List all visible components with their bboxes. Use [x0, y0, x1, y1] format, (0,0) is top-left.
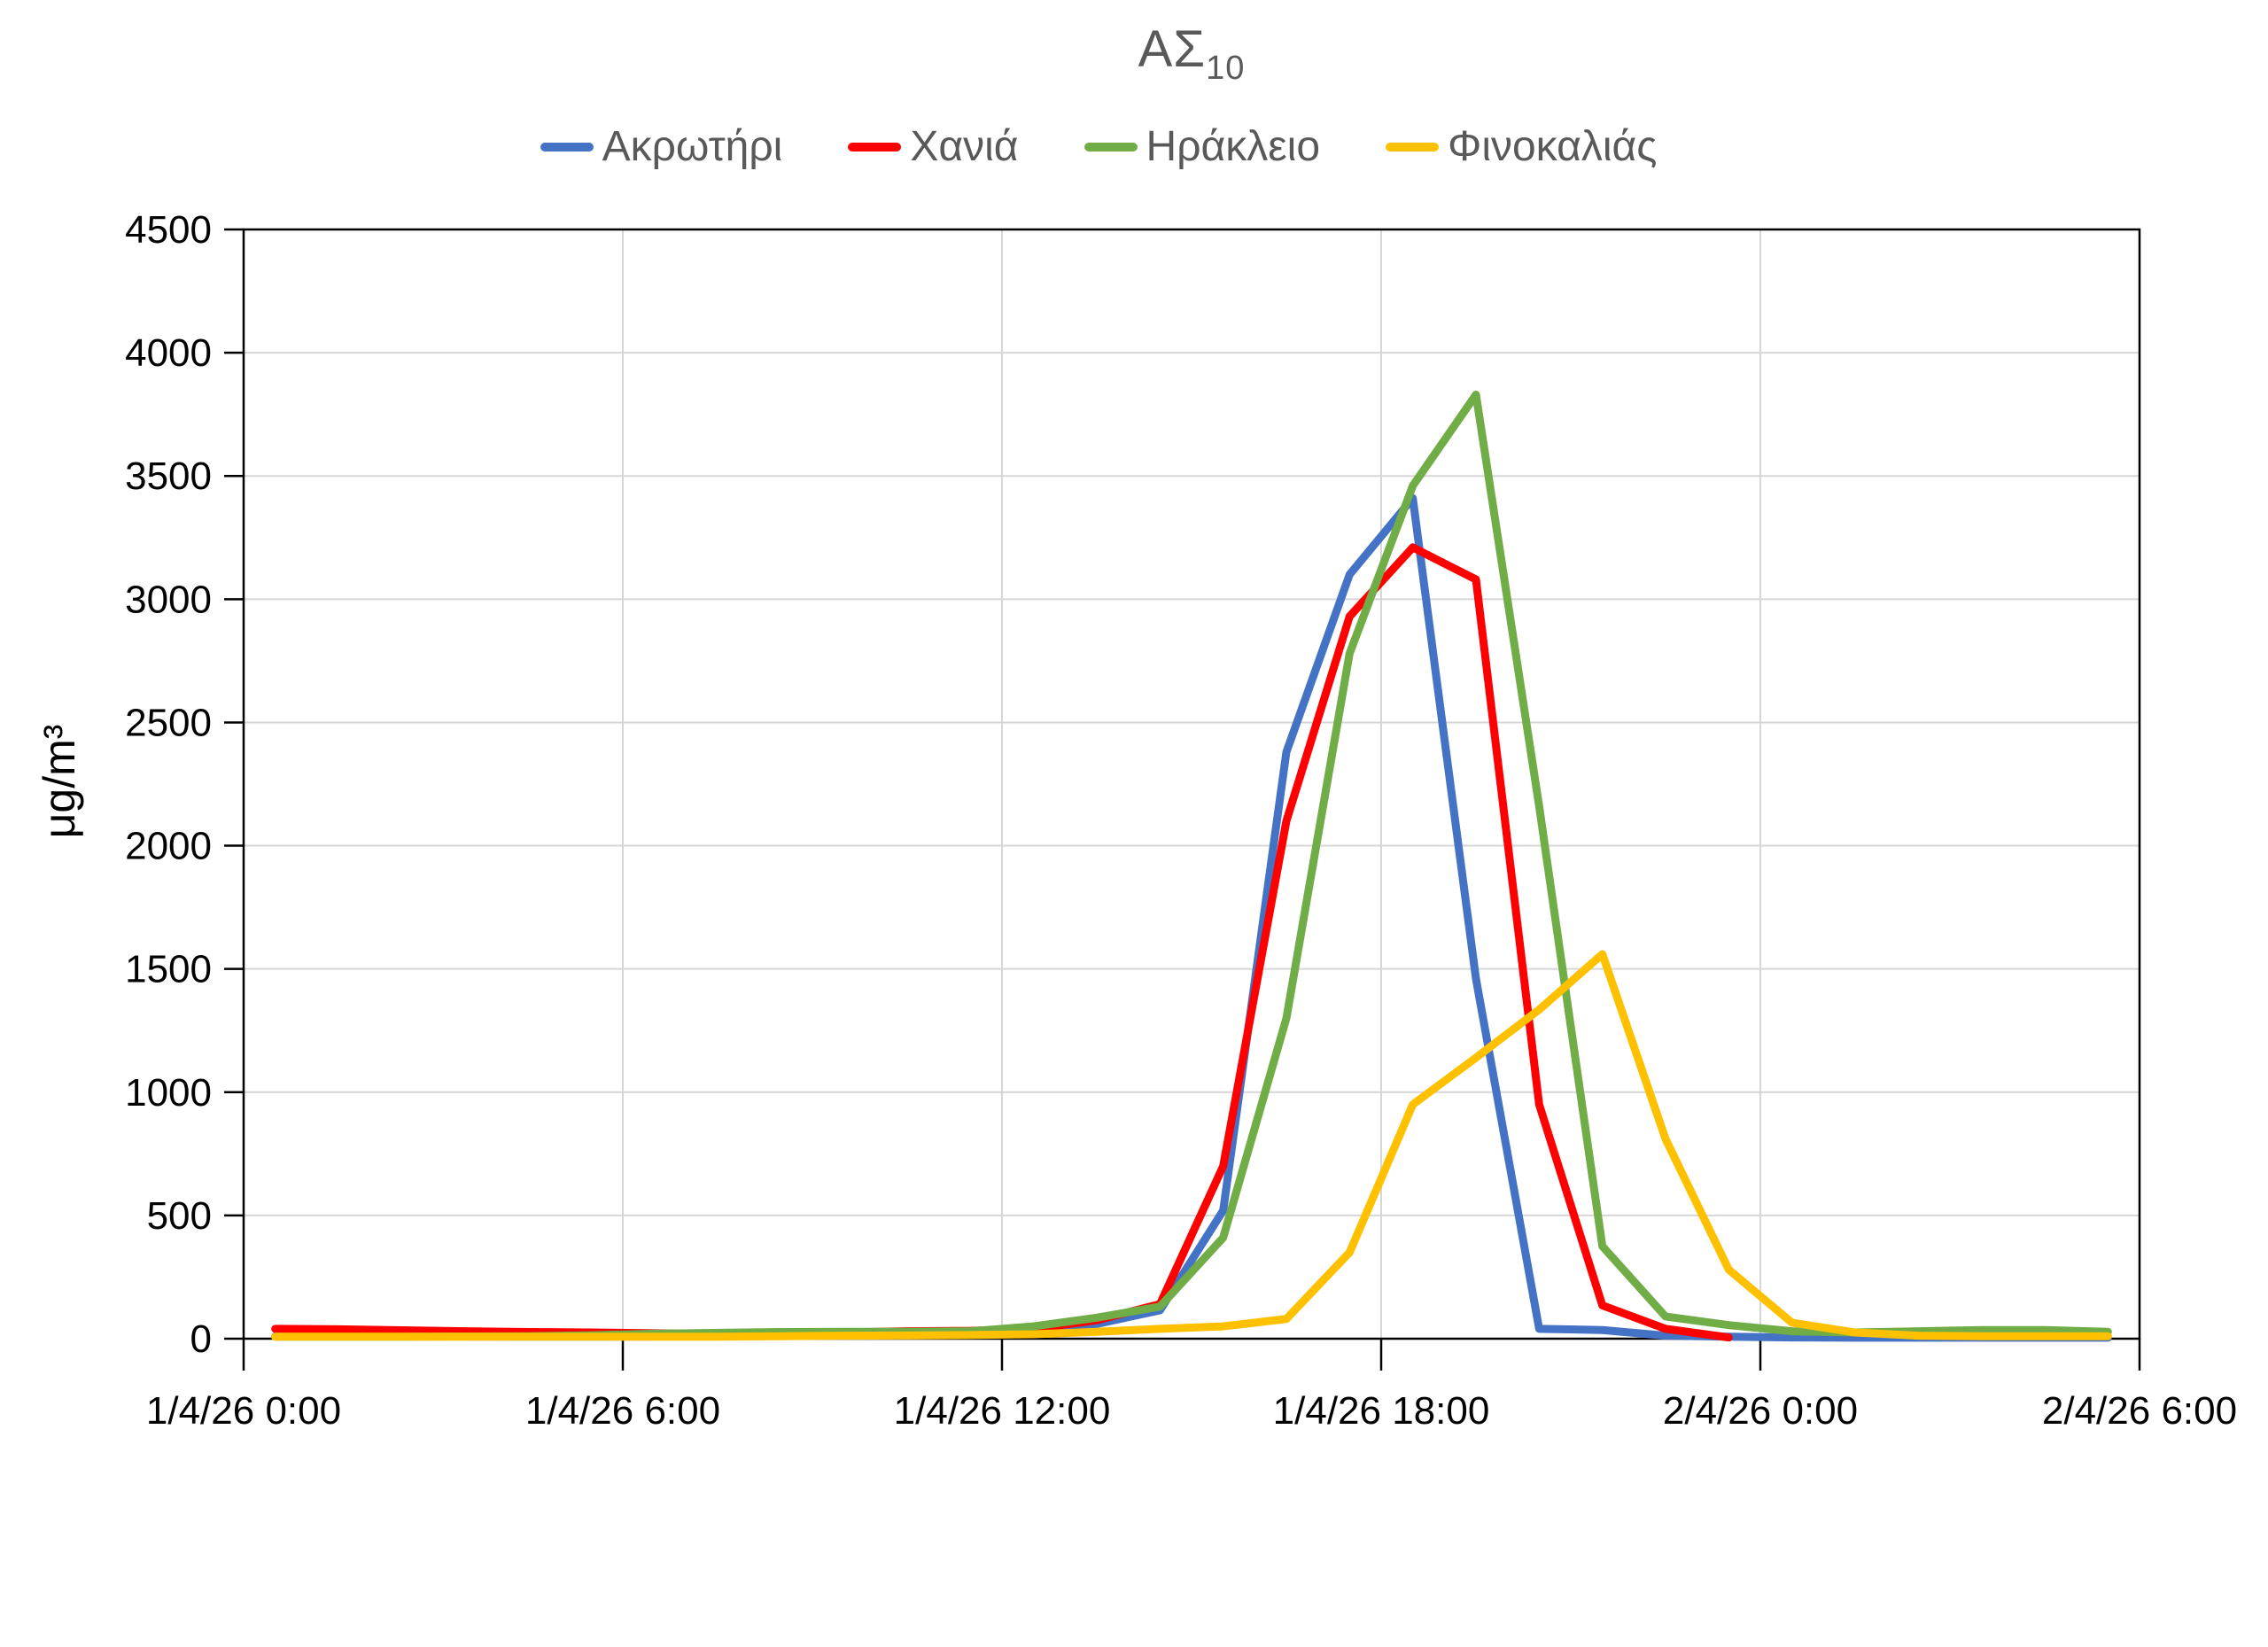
y-tick-label: 2500: [125, 701, 212, 744]
series-line-irakleio: [271, 390, 2112, 1341]
x-tick-label: 1/4/26 18:00: [1273, 1389, 1490, 1433]
legend-label-finokalias: Φινοκαλιάς: [1448, 123, 1658, 170]
legend-label-akrotiri: Ακρωτήρι: [602, 123, 783, 170]
x-tick-label: 1/4/26 0:00: [146, 1389, 341, 1433]
y-tick-label: 0: [190, 1317, 212, 1361]
x-tick-label: 2/4/26 0:00: [1663, 1389, 1858, 1433]
series-line-akrotiri: [271, 493, 2112, 1342]
x-tick-label: 2/4/26 6:00: [2042, 1389, 2237, 1433]
legend-item-irakleio: Ηράκλειο: [1084, 122, 1320, 171]
legend-swatch-irakleio: [1084, 142, 1138, 151]
y-tick-label: 3500: [125, 454, 212, 498]
legend-item-chania: Χανιά: [848, 122, 1019, 171]
y-tick-label: 4500: [125, 208, 212, 252]
y-tick-label: 3000: [125, 578, 212, 621]
legend-swatch-akrotiri: [540, 142, 594, 151]
y-tick-label: 1500: [125, 948, 212, 991]
chart-title-subscript: 10: [1206, 50, 1246, 87]
legend-label-irakleio: Ηράκλειο: [1146, 123, 1321, 170]
chart-title-main: ΑΣ: [1138, 20, 1207, 78]
chart-legend: Ακρωτήρι Χανιά Ηράκλειο Φινοκαλιάς: [0, 122, 2197, 171]
plot-border: [242, 228, 2141, 1340]
x-tick-label: 1/4/26 12:00: [894, 1389, 1111, 1433]
y-tick-label: 4000: [125, 331, 212, 375]
y-tick-label: 1000: [125, 1071, 212, 1115]
y-tick-label: 2000: [125, 825, 212, 868]
legend-item-finokalias: Φινοκαλιάς: [1386, 122, 1657, 171]
chart-title: ΑΣ10: [0, 19, 2268, 88]
series-line-finokalias: [271, 950, 2112, 1341]
legend-swatch-finokalias: [1386, 142, 1440, 151]
legend-item-akrotiri: Ακρωτήρι: [540, 122, 783, 171]
legend-swatch-chania: [848, 142, 902, 151]
x-tick-label: 1/4/26 6:00: [525, 1389, 720, 1433]
legend-label-chania: Χανιά: [910, 123, 1019, 170]
y-tick-label: 500: [147, 1194, 212, 1238]
